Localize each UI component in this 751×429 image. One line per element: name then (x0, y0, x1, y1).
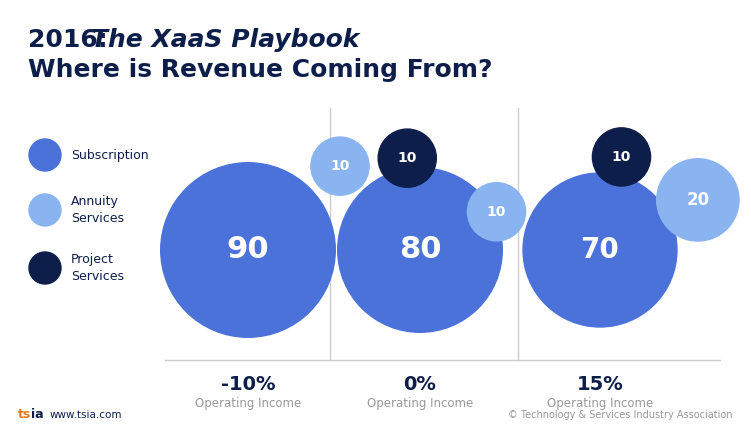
Circle shape (338, 168, 502, 332)
Text: 2016:: 2016: (28, 28, 116, 52)
Text: 10: 10 (487, 205, 506, 219)
Text: ia: ia (31, 408, 44, 422)
Text: Operating Income: Operating Income (547, 397, 653, 410)
Circle shape (467, 183, 526, 241)
Text: -10%: -10% (221, 375, 276, 394)
Text: ts: ts (18, 408, 32, 422)
Text: © Technology & Services Industry Association: © Technology & Services Industry Associa… (508, 410, 733, 420)
Text: Operating Income: Operating Income (195, 397, 301, 410)
Text: 10: 10 (612, 150, 631, 164)
Text: Project
Services: Project Services (71, 254, 124, 283)
Text: Annuity
Services: Annuity Services (71, 196, 124, 224)
Circle shape (161, 163, 335, 337)
Circle shape (523, 173, 677, 327)
Text: www.tsia.com: www.tsia.com (50, 410, 122, 420)
Circle shape (29, 194, 61, 226)
Text: 10: 10 (397, 151, 417, 165)
Text: Subscription: Subscription (71, 148, 149, 161)
Text: 80: 80 (399, 236, 442, 265)
Text: Where is Revenue Coming From?: Where is Revenue Coming From? (28, 58, 493, 82)
Text: 10: 10 (330, 159, 350, 173)
Text: 15%: 15% (577, 375, 623, 394)
Circle shape (29, 139, 61, 171)
Text: Operating Income: Operating Income (367, 397, 473, 410)
Text: 20: 20 (686, 191, 710, 209)
Circle shape (379, 129, 436, 187)
Circle shape (593, 128, 650, 186)
Circle shape (311, 137, 369, 195)
Text: 0%: 0% (403, 375, 436, 394)
Text: 90: 90 (227, 236, 270, 265)
Text: The XaaS Playbook: The XaaS Playbook (91, 28, 360, 52)
Circle shape (656, 159, 739, 241)
Circle shape (29, 252, 61, 284)
Text: 70: 70 (581, 236, 620, 264)
